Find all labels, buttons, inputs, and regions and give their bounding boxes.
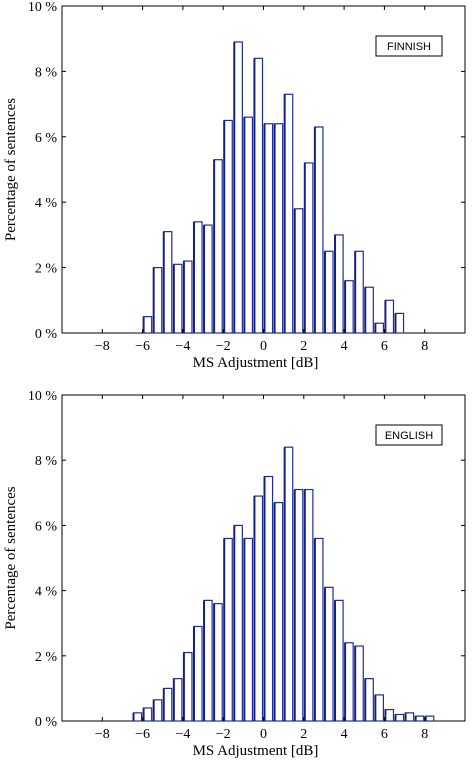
bar	[364, 286, 374, 334]
bar	[354, 250, 364, 334]
y-axis-label: Percentage of sentences	[3, 486, 19, 629]
bar	[334, 599, 344, 722]
bar	[324, 250, 334, 334]
bar	[344, 280, 354, 334]
bar	[334, 234, 344, 334]
y-tick-label: 10 %	[28, 389, 58, 404]
y-tick-label: 6 %	[35, 131, 58, 146]
legend-label: FINNISH	[387, 41, 431, 53]
bar	[294, 488, 304, 722]
chart-panel-top: −8 −6 −4 −2 0 2 4 6 8 0 % 2 % 4 % 6 % 8 % 10 % MS Adjus…	[3, 0, 466, 371]
bar	[173, 678, 183, 722]
bar	[203, 599, 213, 722]
x-tick-label: 4	[341, 727, 348, 742]
bar	[143, 707, 153, 722]
bar	[284, 93, 294, 334]
y-axis-label: Percentage of sentences	[3, 98, 19, 241]
y-tick-label: 10 %	[28, 0, 58, 15]
chart-panel-bottom: −8 −6 −4 −2 0 2 4 6 8 0 % 2 % 4 % 6 % 8 % 10 % MS Adjus…	[3, 389, 466, 759]
x-tick-label: 2	[300, 339, 307, 354]
bar	[324, 586, 334, 722]
bar	[304, 488, 314, 722]
bar	[143, 316, 153, 334]
bar	[153, 699, 163, 722]
bar	[374, 322, 385, 334]
bar	[284, 446, 294, 722]
bar	[203, 224, 213, 334]
bar	[314, 126, 324, 334]
bar	[364, 678, 374, 722]
x-tick-label: 2	[300, 727, 307, 742]
bar	[304, 162, 314, 334]
bar	[273, 123, 284, 334]
y-tick-label: 8 %	[35, 65, 58, 80]
x-tick-label: −6	[135, 727, 150, 742]
x-tick-label: −8	[95, 339, 110, 354]
bar	[243, 116, 254, 334]
bar	[132, 712, 143, 722]
x-axis-label: MS Adjustment [dB]	[193, 355, 319, 371]
bar	[263, 475, 274, 722]
x-tick-label: −6	[135, 339, 150, 354]
bar	[233, 41, 243, 334]
bar	[384, 299, 395, 334]
x-tick-label: −4	[175, 339, 190, 354]
x-tick-label: 6	[381, 339, 388, 354]
x-tick-label: −8	[95, 727, 110, 742]
bar	[415, 715, 425, 722]
y-tick-label: 4 %	[35, 196, 58, 211]
bar	[213, 159, 223, 334]
x-tick-label: 0	[260, 339, 267, 354]
x-tick-label: 8	[421, 727, 428, 742]
x-axis-label: MS Adjustment [dB]	[193, 743, 319, 759]
bar	[183, 260, 193, 334]
bar	[404, 712, 415, 722]
x-tick-label: 0	[260, 727, 267, 742]
y-tick-label: 6 %	[35, 519, 58, 534]
x-tick-label: 4	[341, 339, 348, 354]
legend-label: ENGLISH	[385, 430, 433, 442]
x-tick-label: −2	[216, 339, 231, 354]
y-tick-label: 8 %	[35, 454, 58, 469]
bar	[374, 694, 385, 722]
bar	[153, 267, 163, 334]
x-tick-label: 8	[421, 339, 428, 354]
legend-box	[375, 424, 443, 446]
bar	[253, 495, 264, 722]
bar	[294, 208, 304, 334]
bar	[425, 715, 435, 722]
y-tick-label: 0 %	[35, 327, 58, 342]
x-tick-label: 6	[381, 727, 388, 742]
x-tick-label: −2	[216, 727, 231, 742]
bar	[253, 57, 264, 334]
bar	[263, 123, 274, 334]
bar	[354, 645, 364, 722]
y-tick-label: 4 %	[35, 585, 58, 600]
bar	[394, 312, 405, 334]
bar	[314, 537, 324, 722]
bar	[344, 642, 354, 722]
bar	[163, 687, 173, 722]
bar	[394, 713, 405, 722]
bar	[233, 524, 243, 722]
y-tick-label: 0 %	[35, 715, 58, 730]
y-tick-label: 2 %	[35, 650, 58, 665]
bar	[173, 263, 183, 334]
bar	[243, 537, 254, 722]
bar	[183, 651, 193, 722]
y-tick-label: 2 %	[35, 262, 58, 277]
bar	[384, 708, 395, 722]
legend-box	[375, 35, 443, 57]
bar	[193, 221, 203, 334]
bar	[273, 501, 284, 722]
bar	[193, 625, 203, 722]
bar	[223, 537, 233, 722]
x-tick-label: −4	[175, 727, 190, 742]
bar	[223, 119, 233, 334]
bar	[213, 603, 223, 722]
bar	[163, 231, 173, 334]
